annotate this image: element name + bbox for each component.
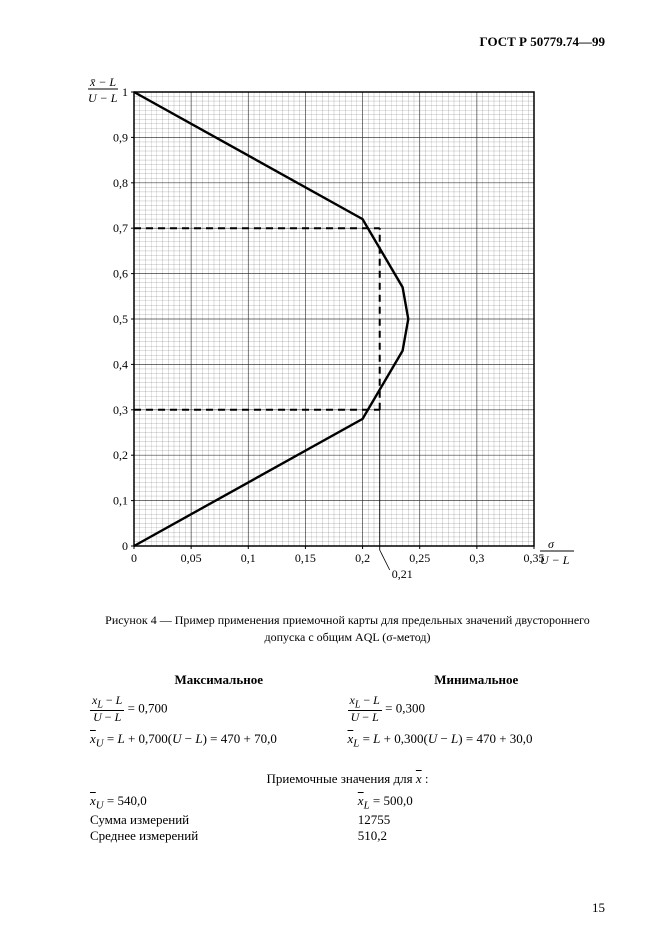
svg-text:U − L: U − L <box>88 91 118 105</box>
accept-title: Приемочные значения для x : <box>90 771 605 787</box>
col-min-eq1: = 0,300 <box>385 700 425 715</box>
svg-text:σ: σ <box>548 537 555 551</box>
accept-xl: xL = 500,0 <box>358 793 605 812</box>
svg-text:0,5: 0,5 <box>113 312 128 326</box>
accept-sum-label: Сумма измерений <box>90 812 358 828</box>
svg-text:0,25: 0,25 <box>409 551 430 565</box>
chart: 0 0,1 0,2 0,3 0,4 0,5 0,6 0,7 0,8 0,9 1 0 0,05 0,1 0,1… <box>72 68 605 588</box>
svg-text:0,05: 0,05 <box>181 551 202 565</box>
figure-caption: Рисунок 4 — Пример применения приемочной… <box>90 612 605 646</box>
svg-text:1: 1 <box>122 85 128 99</box>
accept-mean-label: Среднее измерений <box>90 828 358 844</box>
svg-text:0,15: 0,15 <box>295 551 316 565</box>
col-min-frac: xL − LU − L = 0,300 <box>348 694 606 725</box>
col-max-heading: Максимальное <box>90 672 348 688</box>
svg-text:0,3: 0,3 <box>113 403 128 417</box>
svg-text:0: 0 <box>131 551 137 565</box>
accept-sum-value: 12755 <box>358 812 605 828</box>
accept-row: Сумма измерений 12755 <box>90 812 605 828</box>
accept-row: Среднее измерений 510,2 <box>90 828 605 844</box>
svg-text:0: 0 <box>122 539 128 553</box>
svg-text:0,2: 0,2 <box>355 551 370 565</box>
svg-text:0,1: 0,1 <box>113 494 128 508</box>
svg-text:0,2: 0,2 <box>113 448 128 462</box>
svg-text:0,8: 0,8 <box>113 176 128 190</box>
svg-text:0,1: 0,1 <box>241 551 256 565</box>
svg-text:U − L: U − L <box>540 553 570 567</box>
doc-header: ГОСТ Р 50779.74—99 <box>90 34 605 50</box>
svg-text:x̄ − L: x̄ − L <box>89 75 116 89</box>
svg-text:0,3: 0,3 <box>469 551 484 565</box>
accept-mean-value: 510,2 <box>358 828 605 844</box>
svg-text:0,21: 0,21 <box>392 567 413 581</box>
col-max: Максимальное xL − LU − L = 0,700 xU = L … <box>90 672 348 758</box>
accept-xu: xU = 540,0 <box>90 793 358 812</box>
col-min-eq2: xL = L + 0,300(U − L) = 470 + 30,0 <box>348 727 606 754</box>
col-min: Минимальное xL − LU − L = 0,300 xL = L +… <box>348 672 606 758</box>
col-min-heading: Минимальное <box>348 672 606 688</box>
svg-text:0,6: 0,6 <box>113 267 128 281</box>
col-max-eq1: = 0,700 <box>128 700 168 715</box>
svg-text:0,7: 0,7 <box>113 221 128 235</box>
svg-text:0,4: 0,4 <box>113 357 128 371</box>
columns: Максимальное xL − LU − L = 0,700 xU = L … <box>90 672 605 758</box>
col-max-eq2: xU = L + 0,700(U − L) = 470 + 70,0 <box>90 727 348 754</box>
svg-text:0,9: 0,9 <box>113 130 128 144</box>
accept-rows: xU = 540,0 xL = 500,0 Сумма измерений 12… <box>90 793 605 844</box>
accept-row: xU = 540,0 xL = 500,0 <box>90 793 605 812</box>
col-max-frac: xL − LU − L = 0,700 <box>90 694 348 725</box>
page-number: 15 <box>592 900 605 916</box>
